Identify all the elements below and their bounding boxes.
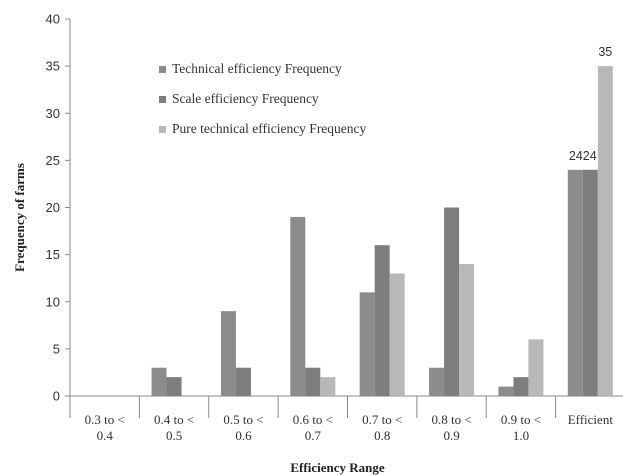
x-tick-label-line: 0.8 to < [431,412,471,427]
bar [236,368,251,396]
x-tick-label-line: 0.6 [235,428,252,443]
data-label: 35 [598,45,612,59]
bar [528,339,543,396]
y-tick-label: 25 [46,153,60,168]
x-tick-label-line: 0.3 to < [85,412,125,427]
bar [221,311,236,396]
x-tick-label-line: 0.9 [443,428,459,443]
bar [390,273,405,396]
x-tick-label: 0.9 to <1.0 [501,412,541,443]
legend-swatch [159,66,166,73]
bar [459,264,474,396]
x-tick-label: 0.7 to <0.8 [362,412,402,443]
x-tick-label-line: 0.6 to < [293,412,333,427]
x-tick-label: 0.6 to <0.7 [293,412,333,443]
x-tick-label-line: 0.4 to < [154,412,194,427]
bar [583,170,598,396]
y-tick-label: 35 [46,59,60,74]
bar [429,368,444,396]
bar [375,245,390,396]
bar [568,170,583,396]
y-axis: 0 5 10 15 20 25 30 35 40 [46,12,70,404]
x-tick-label-line: 0.8 [374,428,390,443]
legend-label: Pure technical efficiency Frequency [172,121,367,136]
y-tick-label: 40 [46,12,60,27]
x-tick-label: 0.3 to <0.4 [85,412,125,443]
y-tick-label: 30 [46,106,60,121]
bar [444,208,459,397]
x-tick-label: 0.5 to <0.6 [223,412,263,443]
bar [513,377,528,396]
x-tick-label-line: 0.7 [305,428,322,443]
x-axis: 0.3 to <0.4 0.4 to <0.5 0.5 to <0.6 0.6 to … [70,396,623,443]
legend: Technical efficiency Frequency Scale effi… [159,61,367,136]
bars [152,66,613,396]
bar [290,217,305,396]
x-tick-label-line: Efficient [568,412,614,427]
bar [320,377,335,396]
x-tick-label: 0.8 to <0.9 [431,412,471,443]
bar [152,368,167,396]
bar [498,387,513,396]
bar [598,66,613,396]
legend-label: Scale efficiency Frequency [172,91,319,106]
bar [305,368,320,396]
y-tick-label: 0 [53,389,60,404]
x-axis-title: Efficiency Range [290,460,384,475]
x-tick-label-line: 1.0 [513,428,529,443]
x-tick-label-line: 0.5 [166,428,182,443]
data-label: 2424 [569,149,597,163]
x-tick-label-line: 0.4 [97,428,114,443]
bar [167,377,182,396]
x-tick-label-line: 0.5 to < [223,412,263,427]
x-tick-label: Efficient [568,412,614,427]
legend-swatch [159,96,166,103]
x-tick-label-line: 0.7 to < [362,412,402,427]
y-tick-label: 15 [46,247,60,262]
x-tick-label: 0.4 to <0.5 [154,412,194,443]
y-tick-label: 5 [53,341,60,356]
bar [360,292,375,396]
y-axis-title: Frequency of farms [12,163,27,272]
y-tick-label: 20 [46,200,60,215]
legend-label: Technical efficiency Frequency [172,61,342,76]
y-tick-label: 10 [46,294,60,309]
legend-swatch [159,126,166,133]
x-tick-label-line: 0.9 to < [501,412,541,427]
